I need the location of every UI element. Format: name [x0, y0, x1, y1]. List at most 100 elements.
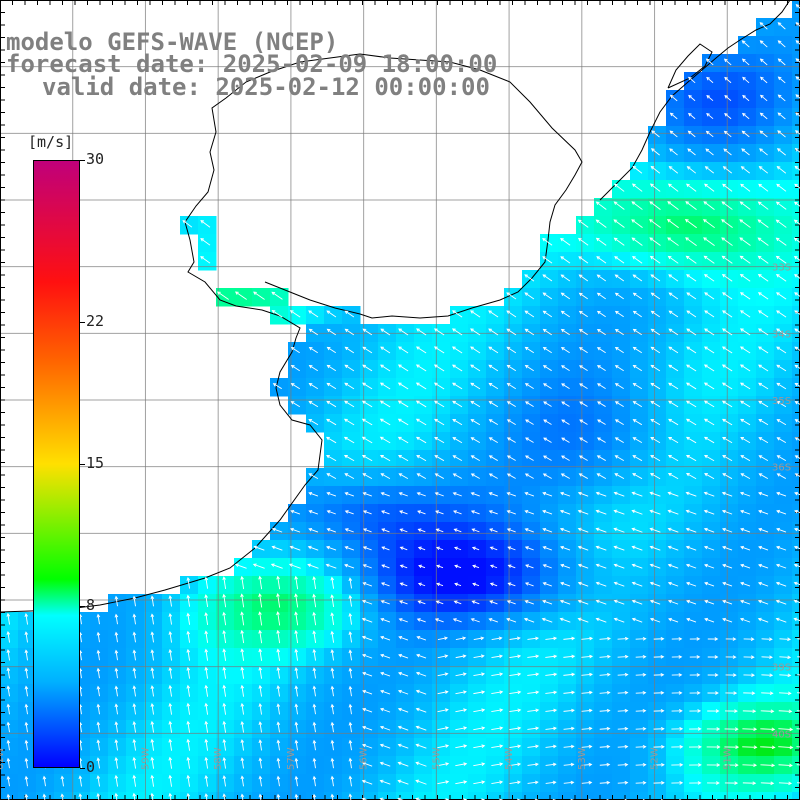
- wind-speed-cell: [792, 90, 800, 109]
- wind-arrow: [258, 757, 263, 769]
- wind-arrow: [132, 774, 137, 787]
- wind-arrow: [415, 743, 427, 749]
- wind-arrow: [703, 527, 715, 533]
- wind-arrow: [649, 581, 661, 587]
- wind-arrow: [186, 612, 191, 625]
- wind-arrow: [759, 58, 768, 66]
- wind-arrow: [617, 636, 629, 641]
- wind-arrow: [722, 581, 733, 587]
- wind-arrow: [330, 739, 335, 751]
- wind-speed-cell: [792, 108, 800, 127]
- wind-arrow: [671, 763, 684, 767]
- wind-arrow: [168, 631, 173, 643]
- wind-arrow: [560, 473, 570, 479]
- wind-arrow: [794, 274, 800, 279]
- wind-arrow: [168, 792, 173, 800]
- wind-arrow: [668, 292, 679, 300]
- wind-arrow: [524, 346, 535, 354]
- wind-arrow: [132, 721, 137, 733]
- wind-arrow: [545, 762, 557, 767]
- wind-speed-cell: [792, 198, 800, 217]
- wind-speed-cell: [792, 720, 800, 739]
- wind-arrow: [470, 310, 481, 318]
- wind-arrow: [362, 564, 372, 569]
- wind-arrow: [308, 491, 319, 497]
- wind-arrow: [631, 509, 643, 515]
- wind-arrow: [452, 382, 463, 390]
- wind-arrow: [796, 746, 800, 748]
- wind-arrow: [561, 437, 570, 443]
- wind-arrow: [397, 364, 409, 372]
- wind-arrow: [415, 761, 427, 767]
- wind-arrow: [398, 455, 409, 462]
- wind-arrow: [560, 237, 571, 246]
- wind-arrow: [797, 638, 800, 640]
- wind-arrow: [276, 721, 281, 733]
- wind-arrow: [703, 237, 715, 246]
- wind-arrow: [276, 575, 281, 590]
- wind-arrow: [776, 545, 787, 551]
- wind-arrow: [617, 726, 629, 731]
- wind-arrow: [437, 654, 449, 659]
- wind-arrow: [470, 492, 480, 497]
- wind-arrow: [348, 757, 353, 769]
- wind-arrow: [632, 419, 643, 426]
- wind-arrow: [348, 703, 353, 715]
- wind-arrow: [509, 690, 522, 695]
- wind-arrow: [776, 400, 787, 408]
- wind-arrow: [186, 792, 191, 800]
- wind-arrow: [379, 400, 391, 408]
- wind-arrow: [775, 237, 787, 246]
- wind-arrow: [559, 617, 571, 623]
- wind-arrow: [671, 691, 683, 695]
- wind-arrow: [150, 720, 155, 733]
- wind-speed-cell: [702, 792, 721, 800]
- wind-arrow: [631, 563, 643, 569]
- wind-arrow: [725, 709, 738, 713]
- wind-arrow: [488, 510, 498, 515]
- wind-arrow: [433, 364, 445, 372]
- wind-arrow: [705, 58, 714, 66]
- wind-arrow: [270, 563, 283, 569]
- wind-arrow: [506, 473, 516, 479]
- wind-arrow: [397, 725, 409, 731]
- wind-arrow: [437, 744, 450, 749]
- wind-arrow: [578, 455, 588, 461]
- wind-arrow: [132, 738, 137, 751]
- wind-arrow: [668, 418, 679, 426]
- wind-arrow: [686, 292, 697, 300]
- wind-arrow: [240, 666, 245, 679]
- wind-arrow: [721, 491, 733, 497]
- wind-arrow: [398, 635, 409, 641]
- wind-arrow: [276, 611, 281, 626]
- wind-arrow: [632, 383, 643, 390]
- wind-speed-cell: [756, 792, 775, 800]
- wind-arrow: [222, 611, 227, 626]
- wind-arrow: [631, 617, 643, 623]
- wind-arrow: [617, 708, 629, 713]
- wind-arrow: [631, 527, 643, 533]
- wind-arrow: [578, 292, 588, 300]
- wind-arrow: [542, 365, 552, 372]
- wind-arrow: [793, 237, 800, 243]
- wind-arrow: [650, 382, 661, 390]
- wind-arrow: [399, 528, 408, 533]
- wind-arrow: [631, 581, 643, 587]
- wind-arrow: [398, 653, 409, 659]
- wind-arrow: [741, 112, 750, 120]
- wind-arrow: [722, 436, 733, 444]
- wind-arrow: [222, 666, 227, 679]
- wind-arrow: [794, 310, 800, 315]
- wind-arrow: [725, 673, 737, 677]
- wind-arrow: [362, 492, 372, 497]
- wind-arrow: [326, 364, 337, 372]
- wind-speed-cell: [792, 144, 800, 163]
- wind-arrow: [379, 454, 391, 462]
- wind-arrow: [740, 581, 751, 587]
- wind-arrow: [437, 690, 449, 695]
- wind-arrow: [545, 690, 558, 695]
- wind-arrow: [380, 600, 390, 605]
- wind-arrow: [6, 703, 11, 715]
- wind-arrow: [186, 774, 191, 787]
- wind-arrow: [361, 400, 373, 408]
